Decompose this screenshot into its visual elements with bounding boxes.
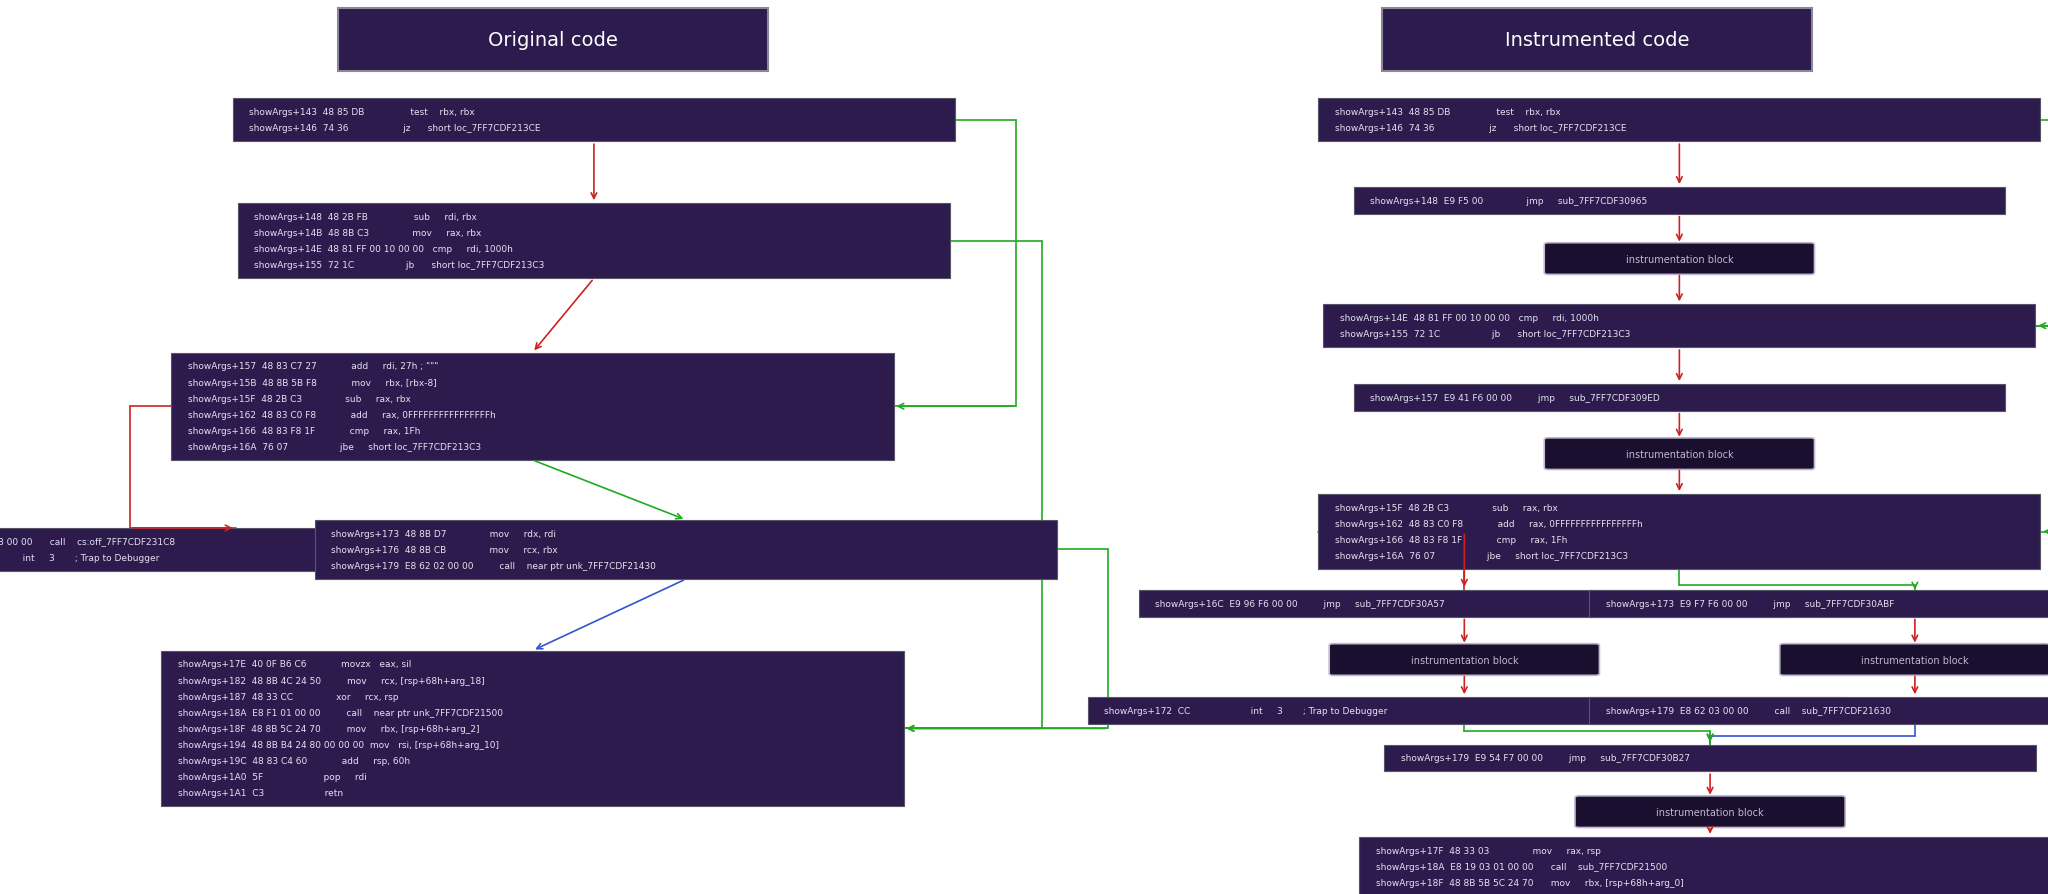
FancyBboxPatch shape: [1589, 697, 2048, 724]
Text: showArgs+18A  E8 F1 01 00 00         call    near ptr unk_7FF7CDF21500: showArgs+18A E8 F1 01 00 00 call near pt…: [178, 708, 502, 717]
Text: showArgs+179  E9 54 F7 00 00         jmp     sub_7FF7CDF30B27: showArgs+179 E9 54 F7 00 00 jmp sub_7FF7…: [1401, 754, 1690, 763]
Text: showArgs+17E  40 0F B6 C6            movzx   eax, sil: showArgs+17E 40 0F B6 C6 movzx eax, sil: [178, 660, 412, 669]
Text: showArgs+15F  48 2B C3               sub     rax, rbx: showArgs+15F 48 2B C3 sub rax, rbx: [188, 394, 412, 403]
FancyBboxPatch shape: [0, 528, 612, 571]
FancyBboxPatch shape: [1544, 438, 1815, 470]
Text: showArgs+14B  48 8B C3               mov     rax, rbx: showArgs+14B 48 8B C3 mov rax, rbx: [254, 229, 481, 238]
Text: showArgs+172  CC                     int     3       ; Trap to Debugger: showArgs+172 CC int 3 ; Trap to Debugger: [0, 553, 160, 562]
Text: showArgs+15F  48 2B C3               sub     rax, rbx: showArgs+15F 48 2B C3 sub rax, rbx: [1335, 503, 1559, 512]
FancyBboxPatch shape: [172, 353, 893, 460]
Text: showArgs+17F  48 33 03               mov     rax, rsp: showArgs+17F 48 33 03 mov rax, rsp: [1376, 846, 1599, 855]
Text: showArgs+148  48 2B FB                sub     rdi, rbx: showArgs+148 48 2B FB sub rdi, rbx: [254, 213, 477, 222]
FancyBboxPatch shape: [1384, 745, 2036, 772]
FancyBboxPatch shape: [1589, 590, 2048, 617]
FancyBboxPatch shape: [238, 204, 950, 279]
FancyBboxPatch shape: [1329, 644, 1599, 676]
FancyBboxPatch shape: [233, 99, 954, 142]
Text: showArgs+162  48 83 C0 F8            add     rax, 0FFFFFFFFFFFFFFFFh: showArgs+162 48 83 C0 F8 add rax, 0FFFFF…: [1335, 519, 1642, 528]
Text: Instrumented code: Instrumented code: [1505, 30, 1690, 50]
FancyBboxPatch shape: [1323, 305, 2036, 348]
Text: instrumentation block: instrumentation block: [1657, 806, 1763, 817]
Text: showArgs+1A0  5F                     pop     rdi: showArgs+1A0 5F pop rdi: [178, 772, 367, 781]
Text: showArgs+18F  48 8B 5B 5C 24 70      mov     rbx, [rsp+68h+arg_0]: showArgs+18F 48 8B 5B 5C 24 70 mov rbx, …: [1376, 878, 1683, 887]
Text: instrumentation block: instrumentation block: [1626, 449, 1733, 460]
Text: showArgs+172  CC                     int     3       ; Trap to Debugger: showArgs+172 CC int 3 ; Trap to Debugger: [1104, 706, 1389, 715]
Text: showArgs+1A1  C3                     retn: showArgs+1A1 C3 retn: [178, 789, 342, 797]
Text: showArgs+18A  E8 19 03 01 00 00      call    sub_7FF7CDF21500: showArgs+18A E8 19 03 01 00 00 call sub_…: [1376, 862, 1667, 871]
Text: showArgs+16C  E9 96 F6 00 00         jmp     sub_7FF7CDF30A57: showArgs+16C E9 96 F6 00 00 jmp sub_7FF7…: [1155, 599, 1446, 608]
FancyBboxPatch shape: [315, 520, 1057, 579]
FancyBboxPatch shape: [1319, 99, 2040, 142]
FancyBboxPatch shape: [338, 9, 768, 72]
Text: showArgs+166  48 83 F8 1F            cmp     rax, 1Fh: showArgs+166 48 83 F8 1F cmp rax, 1Fh: [188, 426, 420, 435]
Text: instrumentation block: instrumentation block: [1626, 254, 1733, 265]
Text: Original code: Original code: [487, 30, 618, 50]
FancyBboxPatch shape: [1575, 796, 1845, 828]
Text: showArgs+173  E9 F7 F6 00 00         jmp     sub_7FF7CDF30ABF: showArgs+173 E9 F7 F6 00 00 jmp sub_7FF7…: [1606, 599, 1894, 608]
Text: showArgs+18F  48 8B 5C 24 70         mov     rbx, [rsp+68h+arg_2]: showArgs+18F 48 8B 5C 24 70 mov rbx, [rs…: [178, 724, 479, 733]
Text: showArgs+157  48 83 C7 27            add     rdi, 27h ; """: showArgs+157 48 83 C7 27 add rdi, 27h ; …: [188, 362, 438, 371]
Text: showArgs+179  E8 62 02 00 00         call    near ptr unk_7FF7CDF21430: showArgs+179 E8 62 02 00 00 call near pt…: [332, 561, 655, 570]
Text: showArgs+16A  76 07                  jbe     short loc_7FF7CDF213C3: showArgs+16A 76 07 jbe short loc_7FF7CDF…: [1335, 552, 1628, 561]
Text: showArgs+155  72 1C                  jb      short loc_7FF7CDF213C3: showArgs+155 72 1C jb short loc_7FF7CDF2…: [1339, 330, 1630, 339]
Text: showArgs+15B  48 8B 5B F8            mov     rbx, [rbx-8]: showArgs+15B 48 8B 5B F8 mov rbx, [rbx-8…: [188, 378, 436, 387]
Text: showArgs+194  48 8B B4 24 80 00 00 00  mov   rsi, [rsp+68h+arg_10]: showArgs+194 48 8B B4 24 80 00 00 00 mov…: [178, 740, 498, 749]
Text: showArgs+176  48 8B CB               mov     rcx, rbx: showArgs+176 48 8B CB mov rcx, rbx: [332, 545, 557, 554]
Text: showArgs+146  74 36                   jz      short loc_7FF7CDF213CE: showArgs+146 74 36 jz short loc_7FF7CDF2…: [250, 124, 541, 133]
Text: showArgs+14E  48 81 FF 00 10 00 00   cmp     rdi, 1000h: showArgs+14E 48 81 FF 00 10 00 00 cmp rd…: [1339, 314, 1599, 323]
Text: instrumentation block: instrumentation block: [1862, 654, 1968, 665]
Text: instrumentation block: instrumentation block: [1411, 654, 1518, 665]
FancyBboxPatch shape: [1354, 384, 2005, 411]
FancyBboxPatch shape: [1780, 644, 2048, 676]
Text: showArgs+166  48 83 F8 1F            cmp     rax, 1Fh: showArgs+166 48 83 F8 1F cmp rax, 1Fh: [1335, 536, 1567, 544]
Text: showArgs+143  48 85 DB                test    rbx, rbx: showArgs+143 48 85 DB test rbx, rbx: [1335, 108, 1561, 117]
Text: showArgs+187  48 33 CC               xor     rcx, rsp: showArgs+187 48 33 CC xor rcx, rsp: [178, 692, 397, 701]
Text: showArgs+173  48 8B D7               mov     rdx, rdi: showArgs+173 48 8B D7 mov rdx, rdi: [332, 529, 557, 538]
FancyBboxPatch shape: [1360, 837, 2048, 894]
Text: showArgs+179  E8 62 03 00 00         call    sub_7FF7CDF21630: showArgs+179 E8 62 03 00 00 call sub_7FF…: [1606, 706, 1890, 715]
FancyBboxPatch shape: [1382, 9, 1812, 72]
FancyBboxPatch shape: [1354, 188, 2005, 215]
Text: showArgs+16A  76 07                  jbe     short loc_7FF7CDF213C3: showArgs+16A 76 07 jbe short loc_7FF7CDF…: [188, 443, 481, 451]
Text: showArgs+146  74 36                   jz      short loc_7FF7CDF213CE: showArgs+146 74 36 jz short loc_7FF7CDF2…: [1335, 124, 1626, 133]
FancyBboxPatch shape: [1544, 243, 1815, 275]
Text: showArgs+19C  48 83 C4 60            add     rsp, 60h: showArgs+19C 48 83 C4 60 add rsp, 60h: [178, 756, 410, 765]
Text: showArgs+143  48 85 DB                test    rbx, rbx: showArgs+143 48 85 DB test rbx, rbx: [250, 108, 475, 117]
Text: showArgs+157  E9 41 F6 00 00         jmp     sub_7FF7CDF309ED: showArgs+157 E9 41 F6 00 00 jmp sub_7FF7…: [1370, 393, 1661, 402]
FancyBboxPatch shape: [1319, 494, 2040, 569]
FancyBboxPatch shape: [1087, 697, 1841, 724]
Text: showArgs+16C  FF 15 06 18 00 00      call    cs:off_7FF7CDF231C8: showArgs+16C FF 15 06 18 00 00 call cs:o…: [0, 537, 174, 546]
Text: showArgs+155  72 1C                  jb      short loc_7FF7CDF213C3: showArgs+155 72 1C jb short loc_7FF7CDF2…: [254, 261, 545, 270]
Text: showArgs+148  E9 F5 00               jmp     sub_7FF7CDF30965: showArgs+148 E9 F5 00 jmp sub_7FF7CDF309…: [1370, 197, 1647, 206]
Text: showArgs+162  48 83 C0 F8            add     rax, 0FFFFFFFFFFFFFFFFh: showArgs+162 48 83 C0 F8 add rax, 0FFFFF…: [188, 410, 496, 419]
Text: showArgs+14E  48 81 FF 00 10 00 00   cmp     rdi, 1000h: showArgs+14E 48 81 FF 00 10 00 00 cmp rd…: [254, 245, 514, 254]
Text: showArgs+182  48 8B 4C 24 50         mov     rcx, [rsp+68h+arg_18]: showArgs+182 48 8B 4C 24 50 mov rcx, [rs…: [178, 676, 485, 685]
FancyBboxPatch shape: [1139, 590, 1790, 617]
FancyBboxPatch shape: [162, 651, 903, 806]
